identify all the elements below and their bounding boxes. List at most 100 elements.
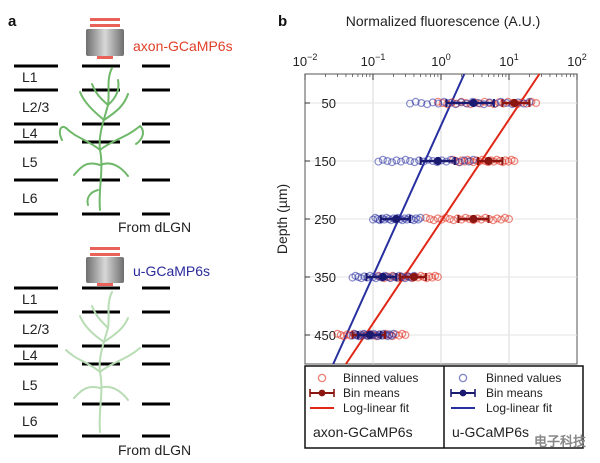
- bin-mean-point-u: [378, 272, 388, 282]
- binned-point-u: [414, 215, 423, 224]
- binned-point-u: [383, 157, 392, 166]
- top-beam-line-1: [90, 18, 120, 21]
- y-tick-label: 50: [322, 96, 336, 111]
- panel-a: a axon-GCaMP6s L1 L2/: [8, 13, 233, 458]
- bottom-source-label: From dLGN: [118, 442, 191, 458]
- legend-mean-point-u: [459, 389, 467, 397]
- binned-point-u: [455, 158, 464, 167]
- top-layer-l23: L2/3: [22, 99, 49, 115]
- top-source-label: From dLGN: [118, 219, 191, 235]
- binned-point-u: [411, 97, 420, 106]
- x-tick-label: 10−2: [293, 52, 318, 69]
- binned-point-axon: [505, 215, 514, 224]
- binned-point-u: [406, 99, 415, 108]
- legend-binned-label-u: Binned values: [486, 371, 561, 385]
- legend-fit-label-u: Log-linear fit: [486, 401, 553, 415]
- binned-point-u: [406, 157, 415, 166]
- top-layer-l6: L6: [22, 190, 38, 206]
- bottom-layer-l23: L2/3: [22, 321, 49, 337]
- x-tick-label: 102: [567, 52, 586, 69]
- bin-mean-point-u: [469, 98, 478, 108]
- x-tick-label: 101: [499, 52, 518, 69]
- top-objective-tip: [97, 56, 113, 59]
- bin-mean-point-u: [433, 156, 442, 166]
- binned-point-axon: [437, 215, 446, 224]
- bottom-objective-lens-icon: [86, 257, 124, 283]
- binned-point-u: [387, 331, 396, 340]
- binned-point-u: [410, 158, 419, 167]
- binned-point-u: [388, 158, 397, 167]
- bin-means: [351, 98, 531, 340]
- bin-mean-point-axon: [409, 272, 419, 282]
- legend-mean-point-axon: [318, 389, 326, 397]
- binned-point-axon: [449, 216, 458, 225]
- bottom-beam-line-1: [90, 247, 120, 250]
- legend-group-title-u: u-GCaMP6s: [452, 424, 529, 440]
- binned-point-u: [389, 329, 398, 338]
- watermark: 电子科技: [534, 434, 587, 450]
- panel-b-letter: b: [278, 13, 287, 30]
- bottom-indicator-label: u-GCaMP6s: [133, 263, 210, 279]
- binned-point-axon: [501, 213, 510, 222]
- binned-point-u: [385, 330, 394, 339]
- binned-point-axon: [425, 215, 434, 224]
- bin-mean-point-axon: [484, 156, 493, 166]
- binned-point-axon: [510, 157, 519, 166]
- binned-point-u: [434, 99, 443, 108]
- bin-mean-point-axon: [469, 214, 478, 224]
- binned-point-u: [428, 98, 437, 107]
- binned-point-axon: [445, 215, 454, 224]
- binned-point-axon: [441, 213, 450, 222]
- top-beam-line-2: [90, 24, 120, 27]
- binned-point-axon: [433, 214, 442, 223]
- top-objective-lens-icon: [86, 29, 124, 56]
- bottom-axon-arbor: [65, 291, 141, 433]
- bottom-layer-l4: L4: [22, 347, 38, 363]
- binned-point-axon: [433, 273, 442, 282]
- binned-point-u: [417, 98, 426, 107]
- binned-point-u: [378, 155, 387, 164]
- top-objective: [86, 18, 124, 59]
- top-indicator-label: axon-GCaMP6s: [133, 38, 233, 54]
- x-tick-label: 100: [431, 52, 450, 69]
- binned-point-u: [397, 157, 406, 166]
- binned-point-axon: [493, 214, 502, 223]
- binned-point-u: [392, 156, 401, 165]
- binned-point-u: [416, 213, 425, 222]
- binned-point-u: [469, 155, 478, 164]
- binned-point-u: [374, 157, 383, 166]
- legend-fit-label-axon: Log-linear fit: [343, 401, 410, 415]
- bottom-layer-l6: L6: [22, 413, 38, 429]
- binned-point-axon: [489, 216, 498, 225]
- y-axis: 50 150 250 350 450: [305, 96, 336, 343]
- y-tick-label: 350: [314, 270, 336, 285]
- legend-group-title-axon: axon-GCaMP6s: [313, 424, 413, 440]
- binned-point-u: [460, 156, 469, 165]
- y-axis-label: Depth (µm): [274, 184, 290, 254]
- top-layer-l5: L5: [22, 154, 38, 170]
- binned-point-u: [464, 157, 473, 166]
- legend-binned-label-axon: Binned values: [343, 371, 418, 385]
- binned-point-u: [401, 155, 410, 164]
- binned-point-axon: [497, 215, 506, 224]
- chart-title: Normalized fluorescence (A.U.): [346, 13, 541, 29]
- binned-point-u: [423, 100, 432, 109]
- binned-point-axon: [421, 213, 430, 222]
- y-tick-label: 150: [314, 154, 336, 169]
- bottom-objective: [86, 247, 124, 286]
- x-axis: 10−2 10−1 100 101 102: [293, 52, 587, 80]
- legend-binned-symbol-u: [458, 373, 468, 383]
- legend-mean-label-axon: Bin means: [343, 386, 400, 400]
- top-layer-l1: L1: [22, 69, 38, 85]
- top-layer-l4: L4: [22, 125, 38, 141]
- bin-mean-point-u: [392, 214, 401, 224]
- top-axon-arbor: [58, 67, 144, 211]
- y-tick-label: 250: [314, 212, 336, 227]
- bottom-beam-line-2: [90, 253, 120, 256]
- panel-b: b Normalized fluorescence (A.U.) 10−2 10−…: [274, 13, 587, 450]
- panel-a-letter: a: [8, 13, 17, 30]
- bottom-layer-l1: L1: [22, 291, 38, 307]
- x-tick-label: 10−1: [361, 52, 386, 69]
